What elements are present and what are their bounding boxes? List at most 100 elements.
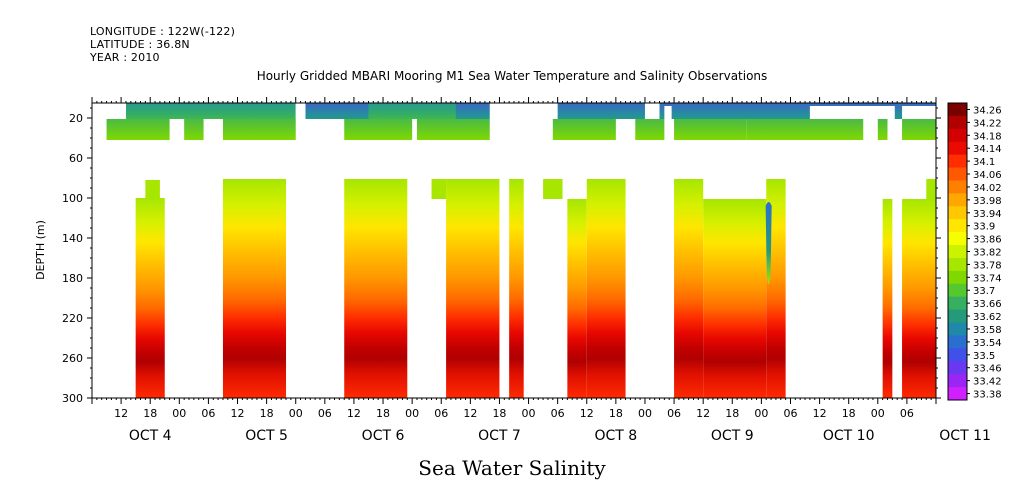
data-gap — [295, 103, 306, 119]
x-tick-label: 00 — [172, 407, 186, 420]
colorbar-label: 34.26 — [973, 105, 1002, 116]
x-tick-label: 18 — [842, 407, 856, 420]
colorbar-swatch — [948, 374, 967, 388]
colorbar-label: 33.58 — [973, 325, 1002, 336]
data-gap — [809, 106, 895, 119]
colorbar-swatch — [948, 128, 967, 143]
x-tick-label: 12 — [813, 407, 827, 420]
colorbar-label: 33.7 — [973, 286, 995, 297]
colorbar-label: 33.82 — [973, 248, 1002, 259]
colorbar-label: 34.1 — [973, 157, 995, 168]
colorbar-swatch — [948, 361, 967, 375]
subsurface-layer-block — [902, 119, 936, 140]
colorbar-label: 33.94 — [973, 209, 1002, 220]
deep-layer-block — [703, 199, 767, 398]
salinity-field — [92, 103, 936, 398]
date-label: OCT 7 — [478, 428, 521, 444]
deep-layer-block — [145, 180, 160, 199]
y-tick-label: 180 — [62, 272, 83, 285]
colorbar-label: 33.42 — [973, 377, 1002, 388]
x-tick-label: 12 — [580, 407, 594, 420]
deep-layer-block — [926, 179, 936, 199]
colorbar-label: 33.78 — [973, 260, 1002, 271]
y-tick-label: 220 — [62, 312, 83, 325]
subsurface-layer-block — [184, 119, 204, 140]
x-tick-label: 18 — [609, 407, 623, 420]
x-tick-label: 18 — [143, 407, 157, 420]
colorbar-swatch — [948, 283, 967, 298]
x-tick-label: 12 — [114, 407, 128, 420]
subsurface-layer-block — [877, 119, 888, 140]
colorbar-swatch — [948, 387, 967, 401]
x-tick-label: 18 — [376, 407, 390, 420]
date-label: OCT 4 — [129, 428, 172, 444]
x-tick-label: 06 — [201, 407, 215, 420]
subsurface-layer-block — [746, 119, 864, 140]
colorbar-swatch — [948, 322, 967, 336]
data-gap — [92, 103, 126, 119]
colorbar-swatch — [948, 154, 967, 169]
y-tick-label: 100 — [62, 192, 83, 205]
subsurface-layer-block — [552, 119, 616, 140]
chart-title: Hourly Gridded MBARI Mooring M1 Sea Wate… — [257, 69, 768, 83]
x-tick-label: 12 — [231, 407, 245, 420]
x-tick-label: 06 — [667, 407, 681, 420]
deep-layer-block — [567, 199, 587, 398]
date-label: OCT 10 — [823, 428, 875, 444]
data-gap — [902, 106, 936, 119]
colorbar-swatch — [948, 245, 967, 259]
x-tick-label: 12 — [463, 407, 477, 420]
colorbar-label: 33.9 — [973, 222, 995, 233]
x-tick-label: 06 — [434, 407, 448, 420]
x-tick-label: 00 — [522, 407, 536, 420]
surface-layer-block — [349, 103, 490, 119]
colorbar-swatch — [948, 115, 967, 130]
subsurface-layer-block — [674, 119, 747, 140]
data-gap — [644, 103, 660, 119]
colorbar-label: 34.22 — [973, 118, 1002, 129]
deep-layer-block — [543, 179, 563, 199]
colorbar-label: 33.86 — [973, 235, 1002, 246]
colorbar-swatch — [948, 296, 967, 311]
date-label: OCT 8 — [595, 428, 638, 444]
colorbar-swatch — [948, 309, 967, 324]
colorbar-swatch — [948, 193, 967, 207]
surface-layer-block — [305, 103, 369, 119]
colorbar-label: 33.54 — [973, 338, 1002, 349]
deep-layer-block — [586, 179, 626, 398]
low-salinity-plume — [765, 202, 772, 284]
subsurface-layer-block — [222, 119, 296, 140]
deep-layer-block — [902, 199, 936, 398]
colorbar-swatch — [948, 180, 967, 194]
x-tick-label: 00 — [871, 407, 885, 420]
subsurface-layer-block — [106, 119, 170, 140]
x-tick-label: 06 — [318, 407, 332, 420]
x-axis-label: Sea Water Salinity — [418, 456, 606, 480]
deep-layer-block — [509, 179, 524, 398]
colorbar-swatch — [948, 103, 967, 117]
subsurface-layer-block — [635, 119, 665, 140]
data-gap — [664, 106, 672, 119]
colorbar-swatch — [948, 348, 967, 362]
colorbar-swatch — [948, 257, 967, 272]
surface-layer-block — [125, 103, 296, 119]
x-tick-label: 06 — [900, 407, 914, 420]
colorbar-label: 34.18 — [973, 131, 1002, 142]
latitude-label: LATITUDE : 36.8N — [90, 38, 190, 51]
x-tick-label: 12 — [347, 407, 361, 420]
colorbar-label: 33.46 — [973, 364, 1002, 375]
colorbar-label: 33.74 — [973, 273, 1002, 284]
year-label: YEAR : 2010 — [90, 51, 160, 64]
colorbar-swatch — [948, 232, 967, 246]
date-label: OCT 11 — [939, 428, 991, 444]
surface-layer-block — [455, 103, 665, 119]
subsurface-layer-block — [344, 119, 413, 140]
x-tick-label: 06 — [783, 407, 797, 420]
colorbar-label: 34.02 — [973, 183, 1002, 194]
colorbar-label: 33.38 — [973, 390, 1002, 401]
deep-layer-block — [344, 179, 408, 398]
colorbar-swatch — [948, 141, 967, 156]
date-label: OCT 5 — [245, 428, 288, 444]
colorbar-swatch — [948, 219, 967, 233]
